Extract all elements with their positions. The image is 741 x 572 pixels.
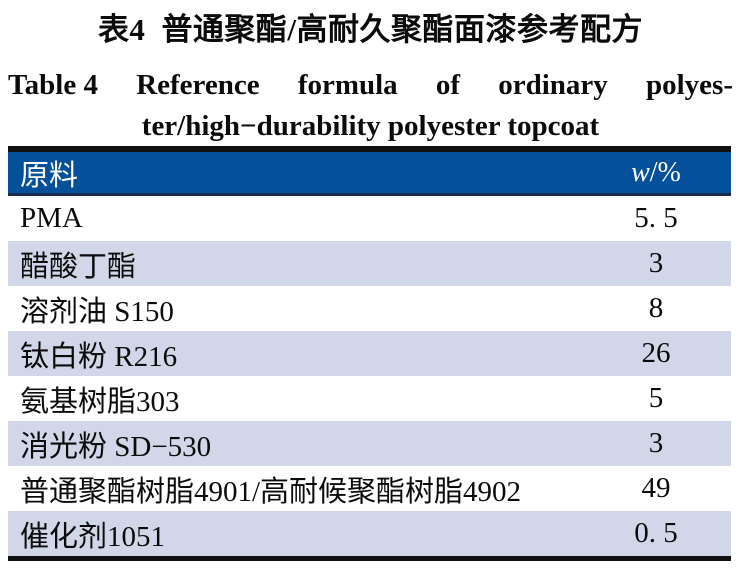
table-row: 普通聚酯树脂4901/高耐候聚酯树脂4902 49 (8, 466, 731, 511)
value-cell: 5. 5 (634, 202, 678, 234)
material-cell: 普通聚酯树脂4901/高耐候聚酯树脂4902 (20, 475, 522, 508)
formula-table: 原料 w/% PMA 5. 5 醋酸丁酯 3 溶剂油 S150 8 钛白粉 R2… (8, 146, 731, 561)
value-cell: 8 (648, 292, 664, 324)
value-cell: 49 (641, 472, 671, 504)
table-header-row: 原料 w/% (8, 152, 731, 196)
table-caption-zh: 表4 普通聚酯/高耐久聚酯面漆参考配方 (0, 0, 741, 50)
caption-en-word: polyes- (645, 69, 733, 101)
table-row: 消光粉 SD−530 3 (8, 421, 731, 466)
table-top-rule (8, 146, 731, 152)
caption-en-word: Table 4 (8, 69, 98, 101)
caption-en-word: of (435, 69, 461, 101)
material-cell: 消光粉 SD−530 (20, 430, 212, 463)
table-row: 溶剂油 S150 8 (8, 286, 731, 331)
weight-symbol: w (631, 156, 650, 188)
material-cell: PMA (20, 202, 83, 234)
value-cell: 0. 5 (634, 517, 678, 549)
table-row: PMA 5. 5 (8, 196, 731, 241)
table-caption-en-line2: ter/high−durability polyester topcoat (141, 110, 600, 142)
table-row: 氨基树脂303 5 (8, 376, 731, 421)
caption-en-word: Reference (136, 69, 260, 101)
weight-unit: /% (649, 156, 681, 188)
caption-zh-text: 普通聚酯/高耐久聚酯面漆参考配方 (161, 12, 644, 47)
caption-zh-label: 表4 (97, 12, 146, 47)
table-row: 醋酸丁酯 3 (8, 241, 731, 286)
col-header-weight-percent: w/% (581, 157, 731, 189)
value-cell: 3 (648, 247, 664, 279)
material-cell: 氨基树脂303 (20, 385, 180, 418)
value-cell: 26 (641, 337, 671, 369)
caption-en-word: formula (297, 69, 398, 101)
material-cell: 催化剂1051 (20, 520, 166, 553)
value-cell: 5 (648, 382, 664, 414)
table-bottom-rule (8, 556, 731, 561)
material-cell: 钛白粉 R216 (20, 340, 178, 373)
material-cell: 溶剂油 S150 (20, 295, 174, 328)
col-header-material: 原料 (20, 159, 79, 192)
material-cell: 醋酸丁酯 (20, 250, 137, 283)
value-cell: 3 (648, 427, 664, 459)
table-row: 钛白粉 R216 26 (8, 331, 731, 376)
table-caption-en-line1: Table 4 Reference formula of ordinary po… (8, 64, 733, 106)
caption-en-word: ordinary (498, 69, 608, 101)
table-row: 催化剂1051 0. 5 (8, 511, 731, 556)
